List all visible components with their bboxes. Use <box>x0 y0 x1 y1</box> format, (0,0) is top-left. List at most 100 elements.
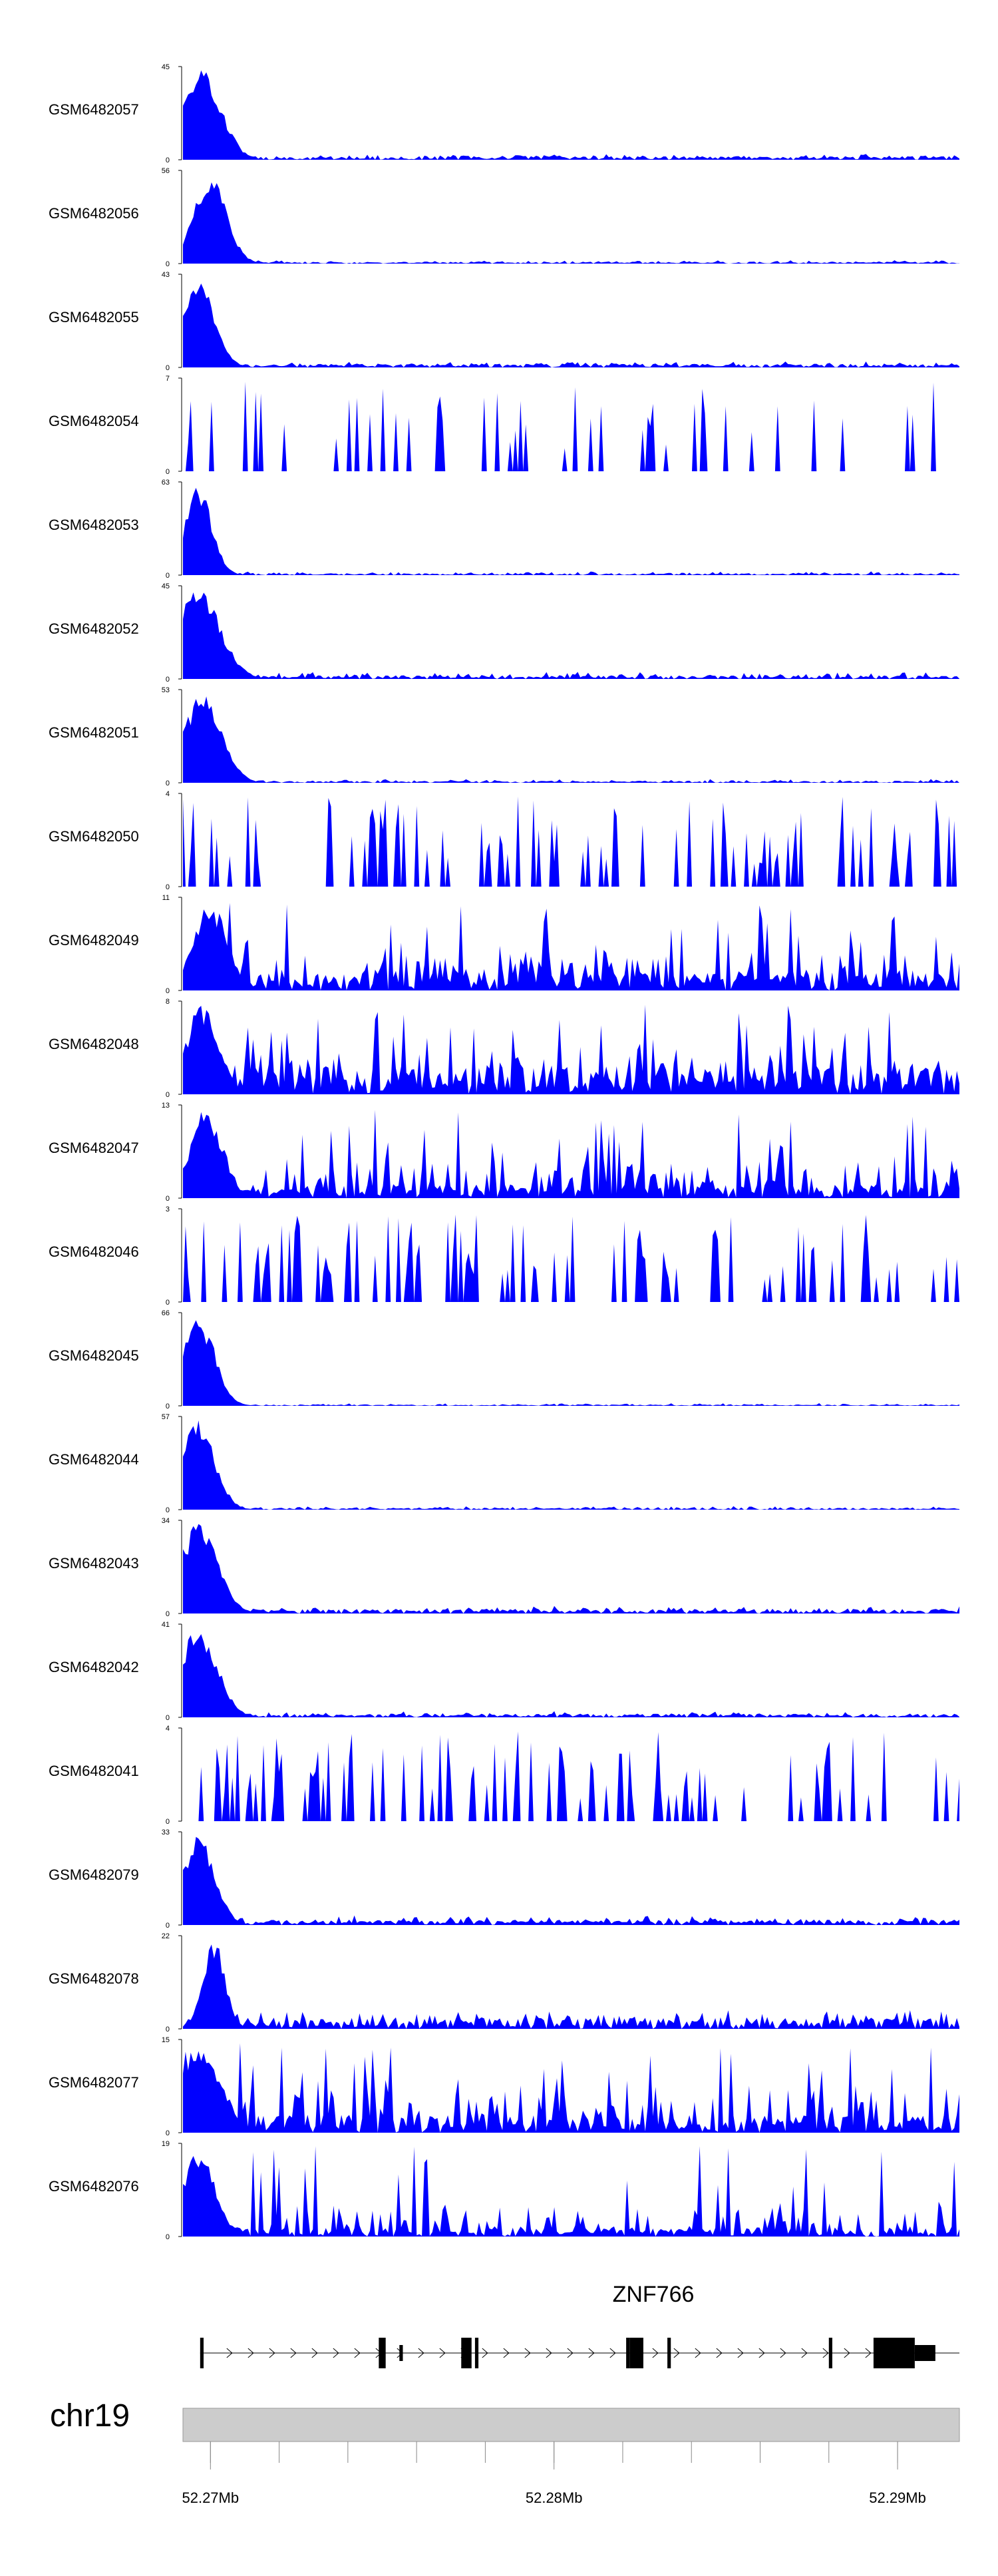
track-label: GSM6482049 <box>49 932 139 949</box>
track-label: GSM6482076 <box>49 2178 139 2195</box>
y-zero-label: 0 <box>166 676 170 684</box>
y-zero-label: 0 <box>166 468 170 476</box>
track-label: GSM6482057 <box>49 101 139 118</box>
y-max-label: 19 <box>162 2140 170 2148</box>
y-max-label: 8 <box>166 998 170 1006</box>
strand-arrow <box>780 2348 786 2358</box>
y-zero-label: 0 <box>166 364 170 372</box>
genome-axis: 52.27Mb 52.28Mb 52.29Mb <box>182 2442 926 2506</box>
signal-area <box>183 1110 959 1198</box>
signal-area <box>183 1004 959 1094</box>
gene-label: ZNF766 <box>613 2282 695 2307</box>
gene-exon <box>629 2338 643 2368</box>
track-GSM6482051: GSM6482051 53 0 <box>49 686 959 787</box>
gene-exon <box>873 2338 915 2368</box>
track-label: GSM6482056 <box>49 205 139 222</box>
track-GSM6482053: GSM6482053 63 0 <box>49 479 959 580</box>
signal-tracks: GSM6482057450GSM6482056560GSM6482055430G… <box>49 63 959 2241</box>
y-zero-label: 0 <box>166 1402 170 1410</box>
signal-area <box>183 1320 959 1406</box>
track-GSM6482041: GSM6482041 4 0 <box>49 1725 959 1826</box>
y-max-label: 13 <box>162 1102 170 1110</box>
strand-arrow <box>290 2348 297 2358</box>
strand-arrow <box>248 2348 254 2358</box>
track-label: GSM6482046 <box>49 1243 139 1260</box>
y-zero-label: 0 <box>166 1818 170 1826</box>
strand-arrow <box>695 2348 701 2358</box>
strand-arrow <box>418 2348 424 2358</box>
track-label: GSM6482053 <box>49 517 139 533</box>
track-label: GSM6482043 <box>49 1555 139 1572</box>
strand-arrow <box>844 2348 850 2358</box>
signal-area <box>183 1634 959 1717</box>
track-label: GSM6482079 <box>49 1866 139 1883</box>
signal-area <box>183 696 959 783</box>
y-max-label: 56 <box>162 167 170 175</box>
track-GSM6482056: GSM6482056 56 0 <box>49 167 959 268</box>
gene-track: ZNF766 <box>200 2282 959 2368</box>
y-max-label: 33 <box>162 1828 170 1836</box>
y-max-label: 41 <box>162 1621 170 1629</box>
signal-area <box>183 1836 959 1925</box>
track-GSM6482045: GSM6482045 66 0 <box>49 1309 959 1410</box>
track-GSM6482043: GSM6482043 34 0 <box>49 1517 959 1618</box>
track-GSM6482077: GSM6482077 15 0 <box>49 2036 959 2137</box>
y-max-label: 4 <box>166 1725 170 1733</box>
y-zero-label: 0 <box>166 572 170 580</box>
signal-area <box>183 1944 959 2029</box>
track-GSM6482076: GSM6482076 19 0 <box>49 2140 959 2241</box>
y-zero-label: 0 <box>166 2026 170 2034</box>
gene-exon <box>379 2338 386 2368</box>
strand-arrow <box>758 2348 765 2358</box>
strand-arrow <box>503 2348 510 2358</box>
y-zero-label: 0 <box>166 156 170 164</box>
track-GSM6482052: GSM6482052 45 0 <box>49 582 959 684</box>
signal-area <box>183 284 959 367</box>
y-max-label: 34 <box>162 1517 170 1525</box>
track-label: GSM6482077 <box>49 2074 139 2091</box>
track-label: GSM6482041 <box>49 1763 139 1779</box>
gene-exon <box>914 2345 935 2361</box>
track-label: GSM6482078 <box>49 1970 139 1987</box>
y-zero-label: 0 <box>166 1922 170 1930</box>
track-label: GSM6482045 <box>49 1347 139 1364</box>
axis-tick-label: 52.29Mb <box>869 2489 926 2506</box>
strand-arrow <box>652 2348 659 2358</box>
signal-area <box>183 796 959 887</box>
signal-area <box>183 70 959 160</box>
y-max-label: 43 <box>162 271 170 279</box>
track-GSM6482047: GSM6482047 13 0 <box>49 1102 959 1203</box>
strand-arrow <box>482 2348 488 2358</box>
strand-arrow <box>226 2348 233 2358</box>
y-max-label: 11 <box>162 894 170 902</box>
gene-exon <box>828 2338 832 2368</box>
track-label: GSM6482052 <box>49 620 139 637</box>
strand-arrow <box>269 2348 275 2358</box>
strand-arrow <box>546 2348 552 2358</box>
axis-tick-label: 52.27Mb <box>182 2489 239 2506</box>
y-zero-label: 0 <box>166 2233 170 2241</box>
chromosome-label: chr19 <box>50 2398 130 2434</box>
track-GSM6482046: GSM6482046 3 0 <box>49 1205 959 1307</box>
y-zero-label: 0 <box>166 1195 170 1203</box>
strand-arrow <box>822 2348 829 2358</box>
track-GSM6482050: GSM6482050 4 0 <box>49 790 959 891</box>
gene-exon <box>200 2338 204 2368</box>
y-max-label: 63 <box>162 479 170 487</box>
y-zero-label: 0 <box>166 1091 170 1099</box>
strand-arrow <box>609 2348 616 2358</box>
track-label: GSM6482047 <box>49 1140 139 1156</box>
track-GSM6482055: GSM6482055 43 0 <box>49 271 959 372</box>
signal-area <box>183 381 959 471</box>
y-max-label: 15 <box>162 2036 170 2044</box>
track-GSM6482079: GSM6482079 33 0 <box>49 1828 959 1930</box>
y-max-label: 7 <box>166 375 170 383</box>
strand-arrow <box>716 2348 723 2358</box>
gene-exon <box>461 2338 472 2368</box>
track-GSM6482057: GSM6482057 45 0 <box>49 63 959 164</box>
y-max-label: 66 <box>162 1309 170 1317</box>
strand-arrow <box>673 2348 680 2358</box>
track-GSM6482054: GSM6482054 7 0 <box>49 375 959 476</box>
signal-area <box>183 1731 959 1821</box>
